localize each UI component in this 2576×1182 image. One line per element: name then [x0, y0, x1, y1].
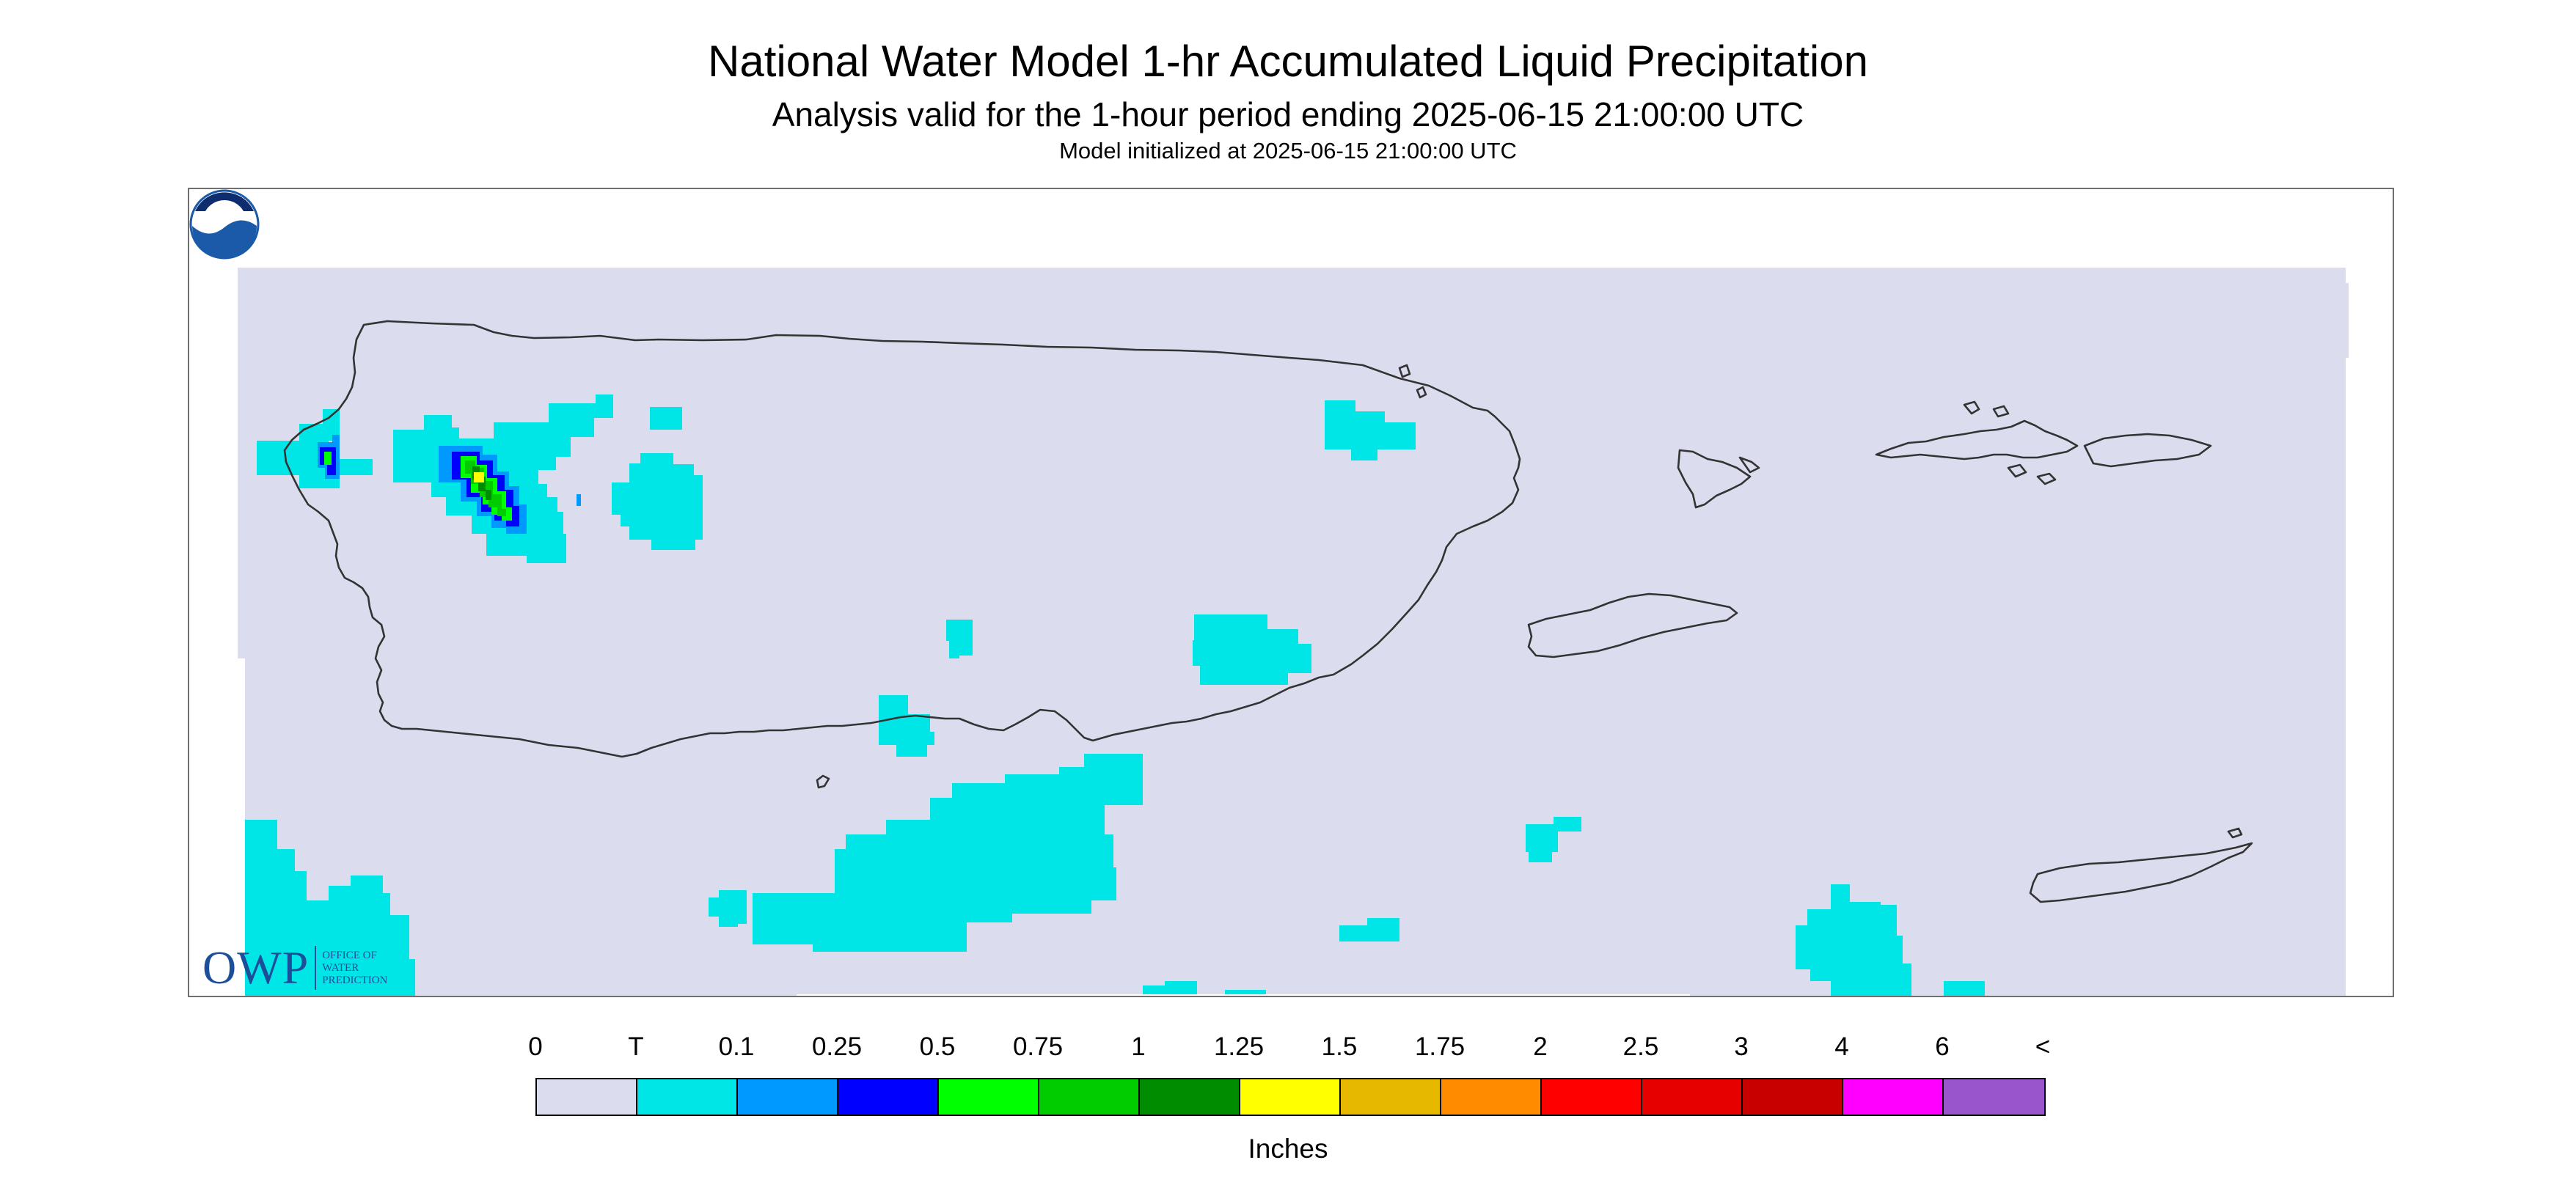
- trace-area-southeast: [1796, 884, 1911, 996]
- vieques-outline: [1527, 592, 1738, 658]
- trace-area-central-west: [612, 453, 703, 550]
- legend-swatch: [1944, 1079, 2044, 1115]
- legend-swatch: [1039, 1079, 1140, 1115]
- mona-island-outline: [1398, 364, 1427, 399]
- desecheo-island-outline: [816, 774, 830, 789]
- legend-label: 3: [1734, 1032, 1749, 1061]
- legend-label: <: [2035, 1032, 2051, 1061]
- legend-label: 0.25: [811, 1032, 863, 1061]
- noaa-logo-text: NOAA: [213, 203, 236, 212]
- owp-logo-divider: [315, 946, 317, 990]
- trace-area-small-center: [946, 620, 973, 658]
- storm-core-northwest: [318, 435, 581, 534]
- puerto-rico-outline: [283, 320, 1521, 758]
- trace-area-central-east: [1193, 614, 1311, 685]
- legend-swatch: [1341, 1079, 1441, 1115]
- legend-units: Inches: [1248, 1134, 1328, 1164]
- legend-labels: 0 T 0.1 0.25 0.5 0.75 1 1.25 1.5 1.75 2 2.5 3 4 6 <: [0, 1032, 2576, 1062]
- trace-area-south-bottom: [1143, 981, 1266, 994]
- st-john-tortola-outline: [2007, 433, 2212, 485]
- owp-sub-line-2: WATER: [322, 961, 359, 974]
- trace-area-southern-plume: [753, 754, 1143, 952]
- st-croix-outline: [2029, 827, 2253, 903]
- legend-label: 1.75: [1414, 1032, 1466, 1061]
- owp-logo-subtext: OFFICE OF WATER PREDICTION: [322, 950, 387, 987]
- legend-label: 1.5: [1321, 1032, 1358, 1061]
- legend-swatch: [1542, 1079, 1642, 1115]
- coastline-outlines: [283, 320, 2253, 903]
- legend-label: 2: [1533, 1032, 1548, 1061]
- legend-swatch: [637, 1079, 738, 1115]
- legend-swatch: [537, 1079, 637, 1115]
- legend-label: 6: [1935, 1032, 1950, 1061]
- owp-sub-line-1: OFFICE OF: [322, 949, 377, 961]
- owp-logo-text: OWP: [202, 941, 310, 994]
- owp-logo: OWP OFFICE OF WATER PREDICTION: [202, 941, 387, 994]
- trace-area-mid-east: [1526, 817, 1581, 862]
- trace-area-northwest: [257, 409, 373, 488]
- legend-swatch: [939, 1079, 1039, 1115]
- model-init-time: Model initialized at 2025-06-15 21:00:00…: [1059, 138, 1517, 164]
- legend-swatch: [838, 1079, 939, 1115]
- trace-area-southeast-small: [1339, 918, 1399, 941]
- legend-swatch: [1642, 1079, 1743, 1115]
- legend-swatch: [1843, 1079, 1944, 1115]
- legend-label: 2.5: [1622, 1032, 1659, 1061]
- legend-label: 0.1: [718, 1032, 755, 1061]
- legend-swatch: [1140, 1079, 1240, 1115]
- precipitation-map: OWP OFFICE OF WATER PREDICTION NOAA: [188, 188, 2394, 997]
- legend-label: T: [628, 1032, 644, 1061]
- legend-label: 4: [1834, 1032, 1849, 1061]
- legend-colorbar: [535, 1078, 2046, 1116]
- st-thomas-outline: [1875, 400, 2079, 460]
- legend-label: 1: [1131, 1032, 1146, 1061]
- legend-label: 0.75: [1012, 1032, 1064, 1061]
- trace-area-mid-west: [650, 407, 682, 430]
- legend-swatch: [1441, 1079, 1542, 1115]
- trace-area-south-small: [709, 890, 747, 927]
- trace-area-south-center: [879, 695, 934, 757]
- legend-label: 1.25: [1213, 1032, 1265, 1061]
- precip-1.25-cell: [474, 472, 484, 482]
- noaa-logo: NOAA: [189, 189, 260, 260]
- map-title: National Water Model 1-hr Accumulated Li…: [708, 37, 1868, 86]
- trace-precip-areas: [245, 394, 1985, 996]
- trace-area-southwest: [245, 820, 415, 996]
- trace-area-southeast-bottom: [1944, 981, 1985, 996]
- legend-swatch: [1743, 1079, 1843, 1115]
- owp-sub-line-3: PREDICTION: [322, 974, 388, 986]
- legend-label: 0: [528, 1032, 543, 1061]
- map-canvas: [238, 268, 2349, 996]
- legend-label: 0.5: [919, 1032, 956, 1061]
- culebra-outline: [1677, 449, 1760, 509]
- map-subtitle: Analysis valid for the 1-hour period end…: [772, 95, 1804, 133]
- trace-area-northeast: [1325, 400, 1416, 460]
- legend-swatch: [738, 1079, 838, 1115]
- legend-swatch: [1240, 1079, 1341, 1115]
